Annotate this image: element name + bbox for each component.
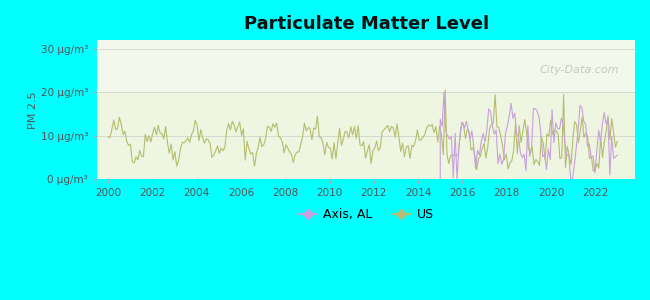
Legend: Axis, AL, US: Axis, AL, US xyxy=(293,203,439,226)
Y-axis label: PM 2.5: PM 2.5 xyxy=(28,91,38,129)
Text: City-Data.com: City-Data.com xyxy=(540,65,619,75)
Bar xyxy=(98,40,635,92)
Title: Particulate Matter Level: Particulate Matter Level xyxy=(244,15,489,33)
